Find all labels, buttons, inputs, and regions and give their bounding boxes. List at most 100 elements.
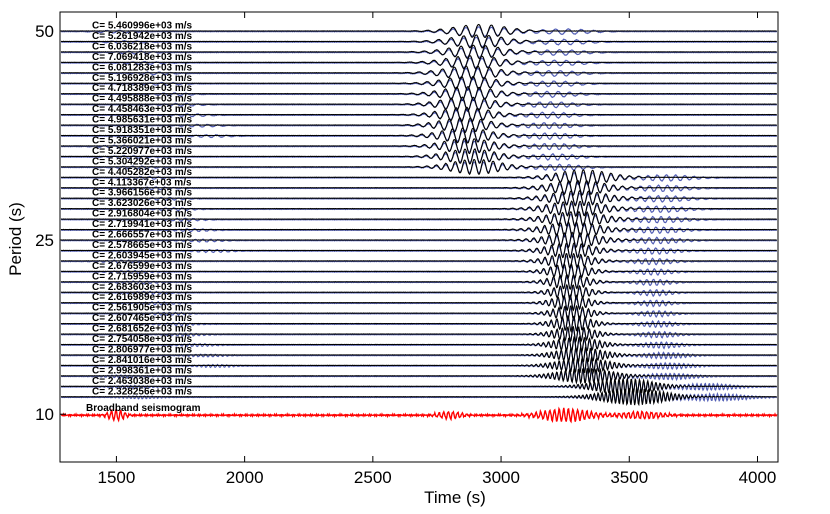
plot-area xyxy=(59,11,779,463)
trace-line xyxy=(60,387,777,407)
trace-line xyxy=(60,44,777,60)
trace-shadow xyxy=(60,171,778,185)
trace-line xyxy=(60,210,777,228)
y-tick-label: 25 xyxy=(35,231,54,250)
trace-shadow xyxy=(60,368,778,384)
broadband-trace xyxy=(60,406,778,424)
trace-line xyxy=(60,158,777,176)
trace-label: C= 5.220977e+03 m/s xyxy=(92,146,193,157)
x-axis: 1500 2000 2500 3000 3500 4000 xyxy=(98,12,777,487)
trace-line xyxy=(60,137,777,155)
y-tick-label: 10 xyxy=(35,405,54,424)
trace-label: C= 2.603945e+03 m/s xyxy=(92,250,193,261)
trace-shadow xyxy=(60,265,778,278)
trace-line xyxy=(60,169,777,186)
x-axis-title: Time (s) xyxy=(424,488,486,507)
trace-label: C= 4.458463e+03 m/s xyxy=(92,104,193,115)
trace-line xyxy=(60,304,777,322)
trace-label: C= 5.304292e+03 m/s xyxy=(92,156,193,167)
trace-line xyxy=(60,127,777,144)
trace-shadow xyxy=(60,98,778,111)
trace-label: C= 2.715959e+03 m/s xyxy=(92,271,193,282)
trace-label: C= 2.841016e+03 m/s xyxy=(92,355,193,366)
x-tick-label: 2500 xyxy=(354,468,392,487)
trace-label: C= 2.463038e+03 m/s xyxy=(92,376,193,387)
trace-label: C= 2.916804e+03 m/s xyxy=(92,209,193,220)
trace-shadow xyxy=(60,213,778,227)
trace-line xyxy=(60,75,777,91)
trace-label: C= 3.623026e+03 m/s xyxy=(92,198,193,209)
trace-line xyxy=(60,356,777,375)
trace-label: C= 2.719941e+03 m/s xyxy=(92,219,193,230)
trace-shadow xyxy=(60,317,778,332)
trace-line xyxy=(60,263,777,280)
trace-label: C= 2.806977e+03 m/s xyxy=(92,344,193,355)
trace-line xyxy=(60,335,777,354)
trace-label: C= 6.036218e+03 m/s xyxy=(92,41,193,52)
trace-line xyxy=(60,253,777,269)
trace-line xyxy=(60,273,777,290)
trace-label: C= 2.666557e+03 m/s xyxy=(92,230,193,241)
trace-label: C= 2.328256e+03 m/s xyxy=(92,386,193,397)
plot-frame xyxy=(59,11,779,463)
trace-label: C= 5.366021e+03 m/s xyxy=(92,135,193,146)
trace-label: C= 2.607465e+03 m/s xyxy=(92,313,193,324)
trace-line xyxy=(60,220,777,238)
trace-line xyxy=(60,106,777,123)
trace-label: C= 2.676599e+03 m/s xyxy=(92,261,193,272)
trace-line xyxy=(60,86,777,102)
trace-label: C= 2.681652e+03 m/s xyxy=(92,324,193,335)
trace-line xyxy=(60,283,777,301)
trace-line xyxy=(60,179,777,196)
trace-label: C= 4.985631e+03 m/s xyxy=(92,115,193,126)
trace-line xyxy=(60,200,777,218)
trace-shadow xyxy=(60,182,778,195)
trace-label: C= 7.069418e+03 m/s xyxy=(92,52,193,63)
trace-line xyxy=(60,190,777,207)
trace-label: C= 5.918351e+03 m/s xyxy=(92,125,193,136)
trace-line xyxy=(60,117,777,133)
x-tick-label: 1500 xyxy=(98,468,136,487)
trace-label: C= 6.081283e+03 m/s xyxy=(92,62,193,73)
trace-line xyxy=(60,242,777,259)
trace-line xyxy=(60,96,777,113)
trace-label: C= 2.561905e+03 m/s xyxy=(92,303,193,314)
trace-label: C= 5.460996e+03 m/s xyxy=(92,21,193,32)
x-tick-label: 4000 xyxy=(739,468,777,487)
trace-shadow xyxy=(60,150,778,164)
trace-shadow xyxy=(60,26,778,37)
trace-label: C= 2.578665e+03 m/s xyxy=(92,240,193,251)
trace-line xyxy=(60,376,777,397)
y-tick-label: 50 xyxy=(35,22,54,41)
trace-line xyxy=(60,293,777,312)
trace-label-group: C= 5.460996e+03 m/sC= 5.261942e+03 m/sC=… xyxy=(86,21,201,415)
trace-line xyxy=(60,148,777,165)
x-tick-label: 3000 xyxy=(482,468,520,487)
trace-label: C= 3.966156e+03 m/s xyxy=(92,188,193,199)
trace-line xyxy=(60,325,777,344)
trace-label: C= 2.616989e+03 m/s xyxy=(92,292,193,303)
trace-group xyxy=(60,23,778,424)
trace-line xyxy=(60,367,777,386)
y-axis-title: Period (s) xyxy=(6,202,25,276)
trace-line xyxy=(60,315,777,333)
trace-line xyxy=(60,23,777,39)
trace-label: C= 4.718389e+03 m/s xyxy=(92,83,193,94)
broadband-label: Broadband seismogram xyxy=(86,403,201,414)
trace-label: C= 5.196928e+03 m/s xyxy=(92,73,193,84)
trace-shadow xyxy=(60,296,778,310)
trace-label: C= 4.405282e+03 m/s xyxy=(92,167,193,178)
trace-shadow xyxy=(60,119,778,132)
trace-line xyxy=(60,34,777,49)
x-tick-label: 3500 xyxy=(610,468,648,487)
trace-line xyxy=(60,55,777,70)
trace-label: C= 5.261942e+03 m/s xyxy=(92,31,193,42)
trace-label: C= 2.998361e+03 m/s xyxy=(92,365,193,376)
trace-shadow xyxy=(60,161,778,174)
trace-label: C= 2.754058e+03 m/s xyxy=(92,334,193,345)
trace-label: C= 2.683603e+03 m/s xyxy=(92,282,193,293)
trace-line xyxy=(60,231,777,249)
trace-shadow xyxy=(60,286,778,299)
trace-line xyxy=(60,345,777,365)
